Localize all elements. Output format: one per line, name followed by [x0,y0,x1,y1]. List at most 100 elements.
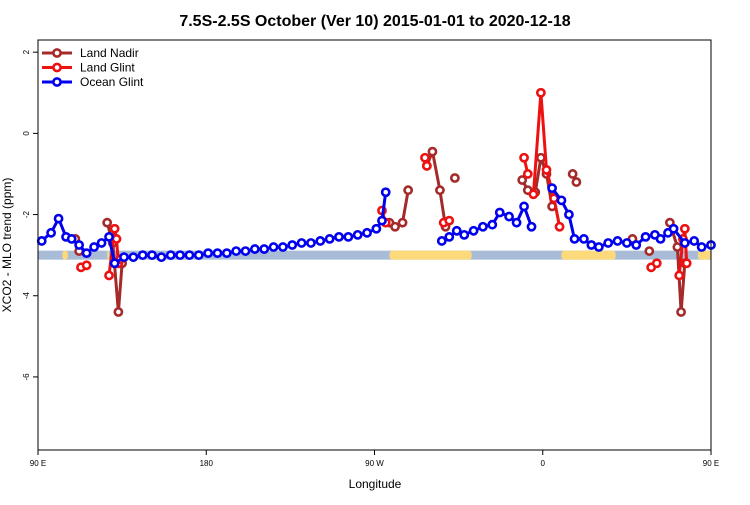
data-point-ocean-glint [494,207,505,218]
data-point-land-glint [681,258,692,269]
data-point-ocean-glint [586,240,597,250]
data-point-ocean-glint [362,227,372,238]
data-point-land-glint [522,169,533,179]
data-point-ocean-glint [137,250,148,261]
legend-label-land-nadir: Land Nadir [80,46,139,60]
data-point-ocean-glint [478,221,488,232]
data-point-land-nadir [427,146,438,157]
data-point-ocean-glint [184,250,195,261]
data-point-ocean-glint [526,221,537,232]
y-tick-label: 0 [22,131,31,136]
data-point-ocean-glint [147,250,157,261]
data-point-ocean-glint [128,252,139,263]
legend-marker-land-glint [52,62,62,73]
data-point-land-glint [651,258,662,269]
x-tick-label: 90 E [30,459,46,468]
y-tick-label: -4 [22,292,31,300]
data-point-ocean-glint [655,234,666,244]
data-point-ocean-glint [96,238,107,248]
land-segment [62,250,68,260]
data-point-ocean-glint [569,234,580,244]
data-point-ocean-glint [268,242,279,252]
data-point-ocean-glint [621,238,632,248]
data-point-land-glint [421,160,432,171]
data-point-ocean-glint [53,213,64,224]
data-point-land-nadir [403,185,414,196]
data-point-ocean-glint [679,238,690,248]
data-point-ocean-glint [436,236,447,246]
data-point-ocean-glint [564,209,574,220]
legend-label-ocean-glint: Ocean Glint [80,75,144,89]
data-point-ocean-glint [468,225,479,236]
data-point-land-glint [679,223,690,234]
data-point-ocean-glint [306,238,316,248]
x-tick-label: 90 W [365,459,384,468]
y-axis-title: XCO2 - MLO trend (ppm) [0,178,14,313]
data-point-ocean-glint [324,234,335,244]
land-segment [697,250,711,260]
data-point-ocean-glint [504,211,514,222]
series-layer [36,87,716,317]
data-point-ocean-glint [556,195,567,206]
data-point-land-nadir [435,185,445,196]
data-point-land-glint [104,270,114,281]
data-point-ocean-glint [511,217,522,228]
data-point-ocean-glint [380,187,391,198]
chart-title: 7.5S-2.5S October (Ver 10) 2015-01-01 to… [179,13,570,30]
data-point-ocean-glint [296,238,307,248]
data-point-land-glint [528,189,539,200]
data-point-ocean-glint [315,236,326,246]
data-point-ocean-glint [36,236,47,246]
land-segment [561,250,616,260]
data-point-ocean-glint [287,240,298,250]
data-point-ocean-glint [193,250,204,261]
data-point-land-nadir [571,177,582,187]
x-tick-label: 0 [541,459,546,468]
data-point-land-nadir [676,307,686,317]
data-point-ocean-glint [104,231,114,242]
data-point-land-nadir [644,246,655,256]
data-point-ocean-glint [89,242,99,252]
x-tick-label: 90 E [703,459,719,468]
y-tick-label: 2 [22,49,31,54]
data-point-ocean-glint [547,183,557,194]
data-point-ocean-glint [631,240,642,250]
land-ocean-bar [38,250,711,260]
data-point-ocean-glint [203,248,214,259]
data-point-ocean-glint [231,246,242,256]
data-point-ocean-glint [593,242,604,252]
data-point-ocean-glint [343,231,354,242]
data-point-land-nadir [390,221,400,232]
legend-marker-land-nadir [52,48,62,58]
data-point-ocean-glint [640,231,651,242]
land-segment [389,250,472,260]
data-point-land-glint [535,87,546,98]
ocean-bar [38,250,711,260]
data-point-ocean-glint [277,242,288,252]
data-point-ocean-glint [612,236,623,246]
data-point-ocean-glint [459,229,470,240]
data-point-ocean-glint [175,250,185,261]
data-point-land-nadir [449,173,460,183]
data-point-land-glint [109,223,120,234]
data-point-ocean-glint [334,231,344,242]
land-segment [107,250,110,260]
y-tick-label: -6 [22,373,31,381]
data-point-ocean-glint [578,234,589,244]
data-point-land-nadir [397,217,408,228]
data-point-ocean-glint [519,201,529,212]
data-point-land-glint [519,152,529,163]
data-point-ocean-glint [377,215,387,226]
x-tick-label: 180 [200,459,214,468]
y-tick-label: -2 [22,210,31,218]
data-point-land-nadir [102,217,113,228]
legend-label-land-glint: Land Glint [80,61,135,75]
data-point-ocean-glint [696,242,707,252]
data-point-land-nadir [535,152,546,163]
data-point-land-nadir [517,175,528,185]
data-point-ocean-glint [81,248,92,259]
data-point-ocean-glint [603,238,614,248]
